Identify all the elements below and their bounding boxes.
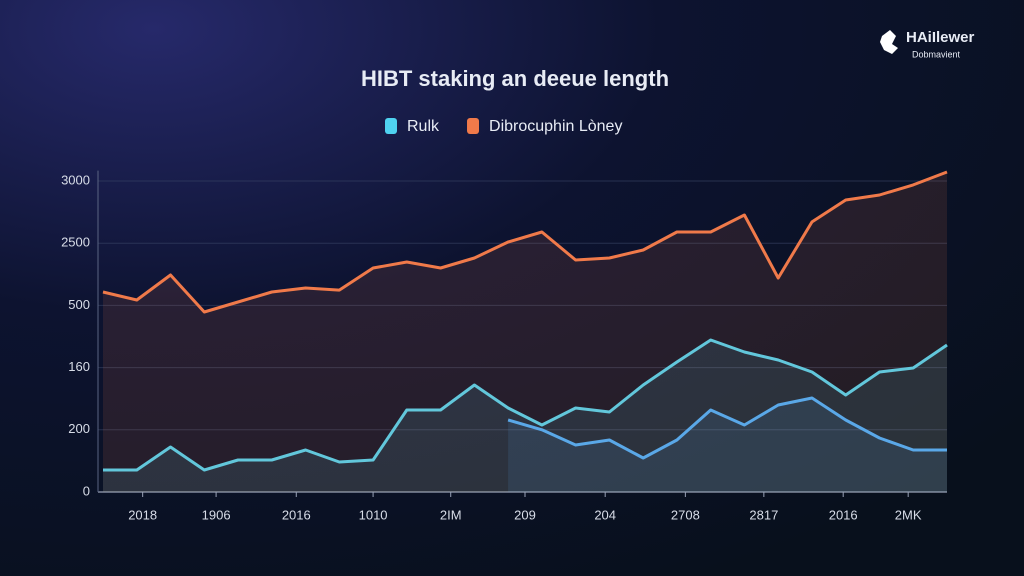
x-tick-label: 2MK xyxy=(895,507,922,522)
legend-swatch xyxy=(385,118,397,134)
logo xyxy=(880,30,898,54)
series-area xyxy=(103,172,947,492)
series-area xyxy=(508,398,947,492)
x-tick-label: 1906 xyxy=(202,507,231,522)
y-tick-label: 500 xyxy=(68,297,90,312)
series-line xyxy=(507,396,947,460)
brand-tagline: Dobmavient xyxy=(912,49,961,59)
legend-label: Rulk xyxy=(407,118,440,135)
series-line xyxy=(102,170,948,314)
brand-name: HAiIlewer xyxy=(906,29,975,46)
x-tick-label: 209 xyxy=(514,507,536,522)
x-tick-label: 2016 xyxy=(829,507,858,522)
legend-label: Dibrocuphin Lòney xyxy=(489,118,622,135)
y-tick-label: 200 xyxy=(68,421,90,436)
x-tick-label: 2018 xyxy=(128,507,157,522)
x-tick-label: 2IM xyxy=(440,507,462,522)
chart-title: HIBT staking an deeue length xyxy=(361,66,669,91)
x-tick-label: 2016 xyxy=(282,507,311,522)
y-tick-label: 3000 xyxy=(61,172,90,187)
legend-swatch xyxy=(467,118,480,134)
y-tick-label: 160 xyxy=(68,359,90,374)
logo-icon xyxy=(880,30,898,54)
x-tick-label: 204 xyxy=(594,507,616,522)
x-tick-label: 2817 xyxy=(749,507,778,522)
x-tick-label: 1010 xyxy=(359,507,388,522)
x-tick-label: 2708 xyxy=(671,507,700,522)
y-tick-label: 0 xyxy=(83,483,90,498)
series-line xyxy=(103,338,948,472)
y-tick-label: 2500 xyxy=(61,235,90,250)
